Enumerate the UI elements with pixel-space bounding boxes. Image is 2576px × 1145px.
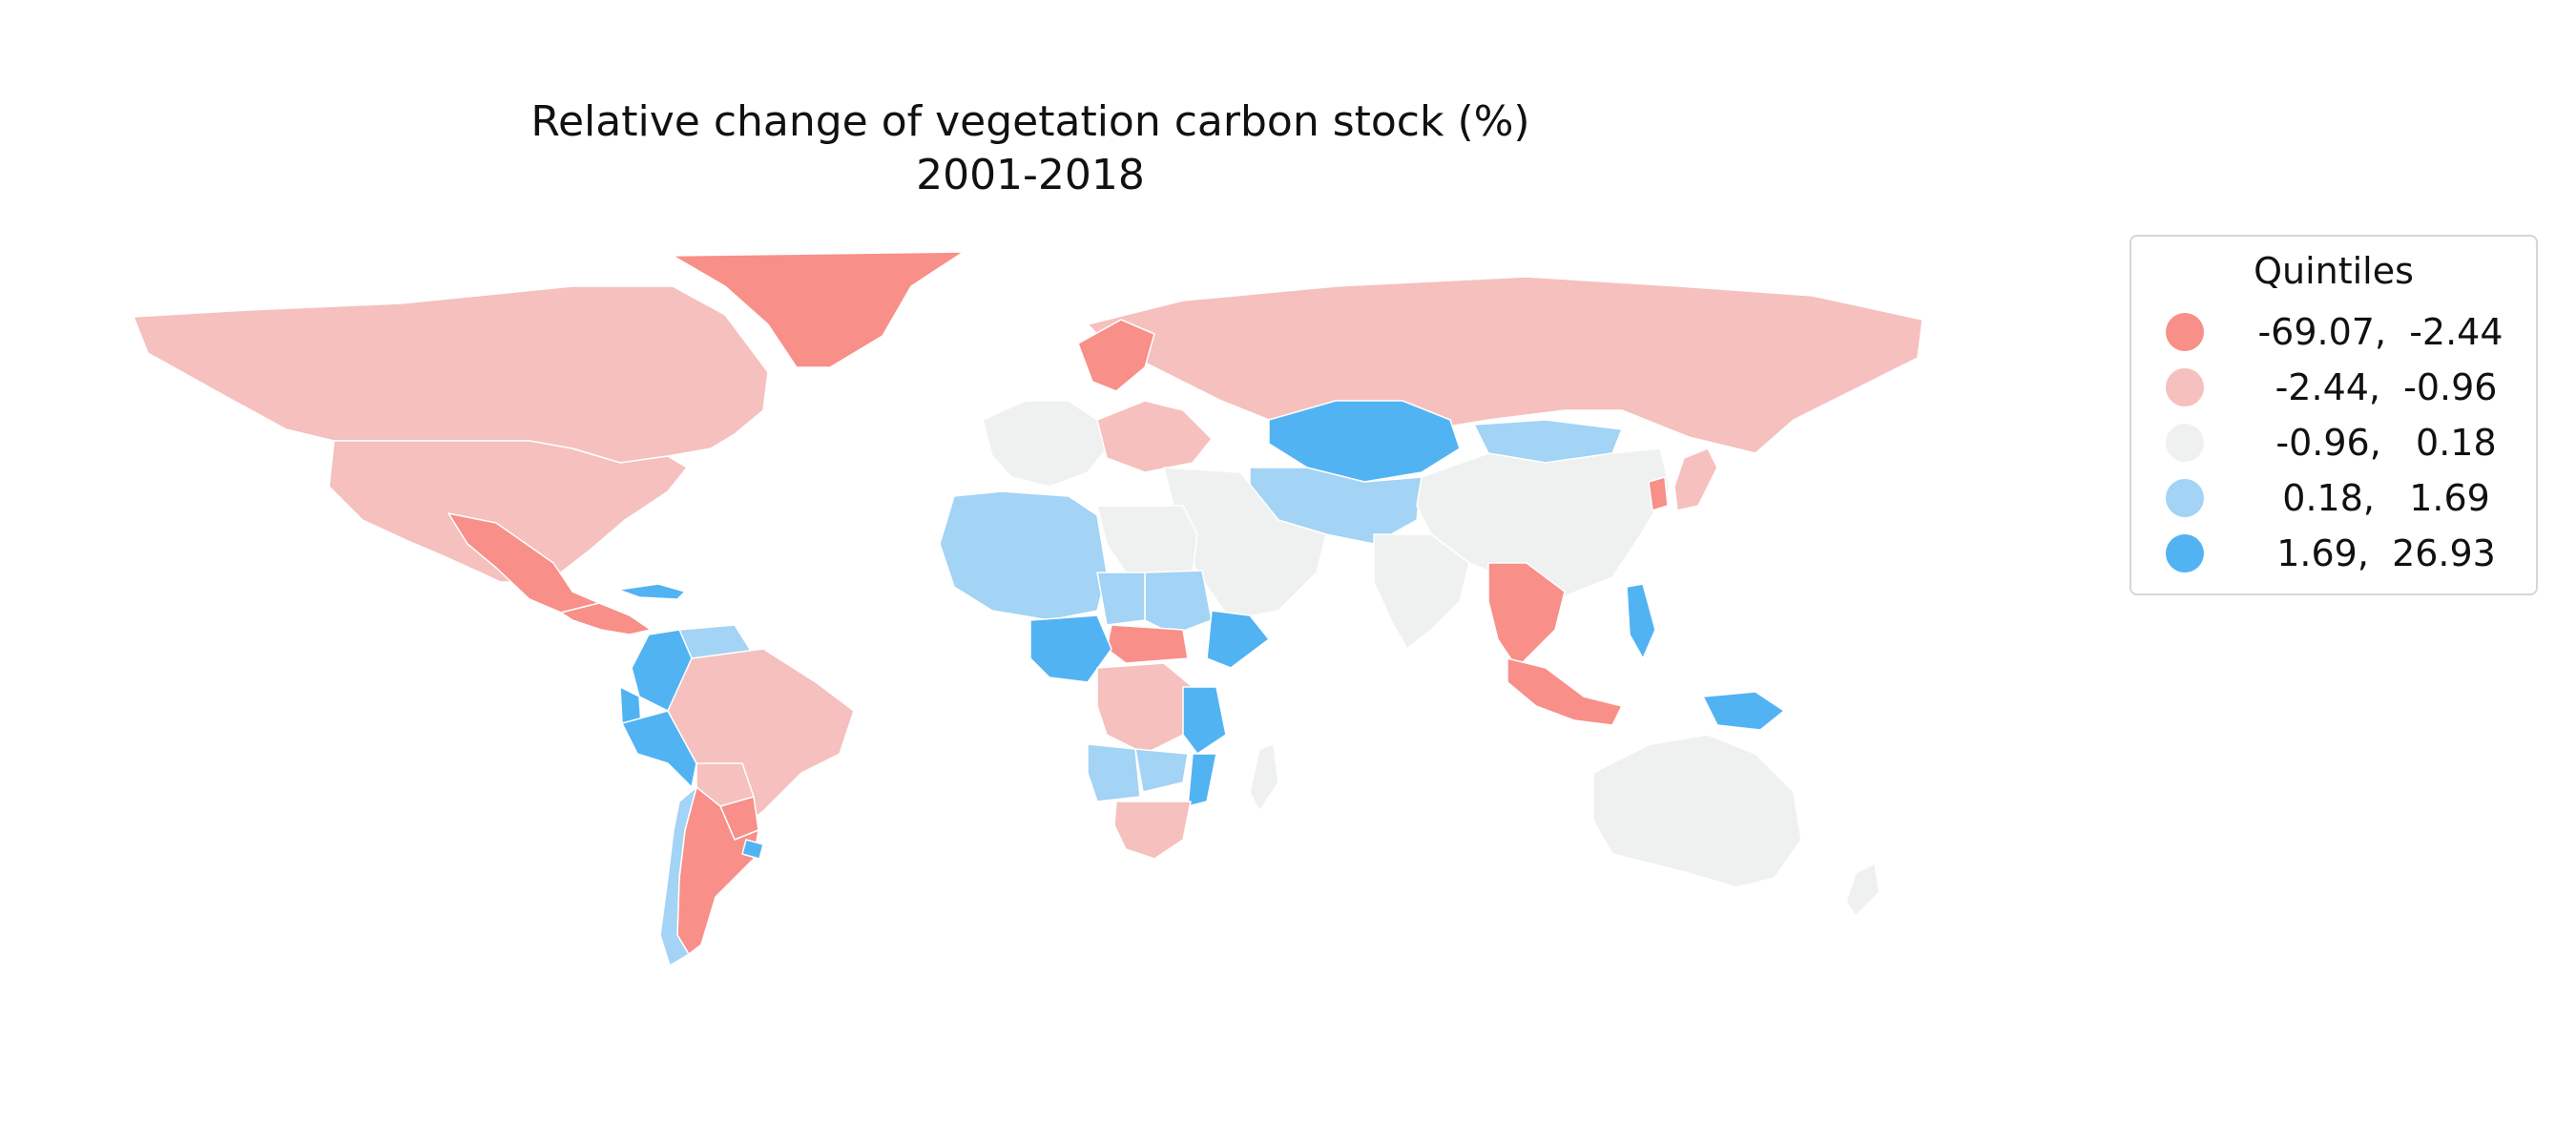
legend-label: -69.07, -2.44 [2257, 311, 2503, 353]
legend-item: 1.69, 26.93 [2131, 525, 2536, 582]
map-legend: Quintiles -69.07, -2.44 -2.44, -0.96 -0.… [2129, 235, 2538, 595]
legend-item: -2.44, -0.96 [2131, 359, 2536, 416]
legend-label: 1.69, 26.93 [2265, 532, 2496, 574]
map-region-mozambique [1187, 753, 1217, 807]
map-title: Relative change of vegetation carbon sto… [530, 97, 1530, 146]
map-region-nigeria [1029, 614, 1112, 683]
map-region-united-states [328, 440, 688, 583]
map-region-madagascar [1249, 743, 1279, 812]
legend-item: -69.07, -2.44 [2131, 303, 2536, 361]
map-region-new-zealand [1845, 863, 1880, 917]
map-region-zambia [1134, 748, 1189, 793]
map-region-south-africa [1113, 801, 1192, 860]
legend-title: Quintiles [2254, 250, 2414, 292]
map-region-western-europe [982, 400, 1108, 488]
map-region-tanzania [1182, 686, 1227, 755]
legend-swatch [2166, 424, 2204, 462]
map-region-north-africa-east [1096, 505, 1198, 573]
legend-swatch [2166, 313, 2204, 351]
legend-item: -0.96, 0.18 [2131, 414, 2536, 471]
legend-label: 0.18, 1.69 [2271, 477, 2490, 519]
legend-swatch [2166, 368, 2204, 406]
map-region-eastern-europe [1096, 400, 1213, 473]
map-region-australia [1592, 734, 1802, 888]
map-region-papua-new-guinea [1702, 691, 1785, 731]
map-region-dr-congo [1096, 662, 1194, 755]
map-region-japan [1673, 448, 1718, 511]
legend-label: -2.44, -0.96 [2263, 366, 2498, 408]
map-region-central-america [560, 602, 652, 635]
map-region-uruguay [741, 839, 764, 860]
legend-swatch [2166, 534, 2204, 572]
legend-label: -0.96, 0.18 [2264, 422, 2497, 464]
map-region-korea [1648, 476, 1669, 511]
map-region-cuba [617, 583, 686, 600]
map-region-sudan [1144, 570, 1213, 635]
legend-item: 0.18, 1.69 [2131, 469, 2536, 527]
map-region-central-african-republic [1106, 624, 1189, 664]
map-subtitle: 2001-2018 [916, 151, 1145, 199]
map-region-russia [1087, 276, 1923, 454]
map-region-southeast-asia-mainland [1487, 562, 1566, 669]
map-region-greenland [672, 251, 965, 368]
map-region-kazakhstan [1268, 400, 1461, 483]
map-region-chile [659, 786, 697, 967]
map-region-scandinavia [1077, 319, 1155, 392]
legend-swatch [2166, 479, 2204, 517]
map-region-north-africa-west [939, 490, 1108, 621]
map-region-ethiopia [1206, 610, 1270, 669]
map-region-india [1373, 533, 1470, 650]
map-region-philippines [1626, 583, 1656, 659]
map-region-canada [133, 285, 769, 464]
map-region-indonesia [1506, 657, 1623, 726]
map-region-angola [1087, 743, 1141, 802]
map-region-chad [1096, 572, 1146, 626]
